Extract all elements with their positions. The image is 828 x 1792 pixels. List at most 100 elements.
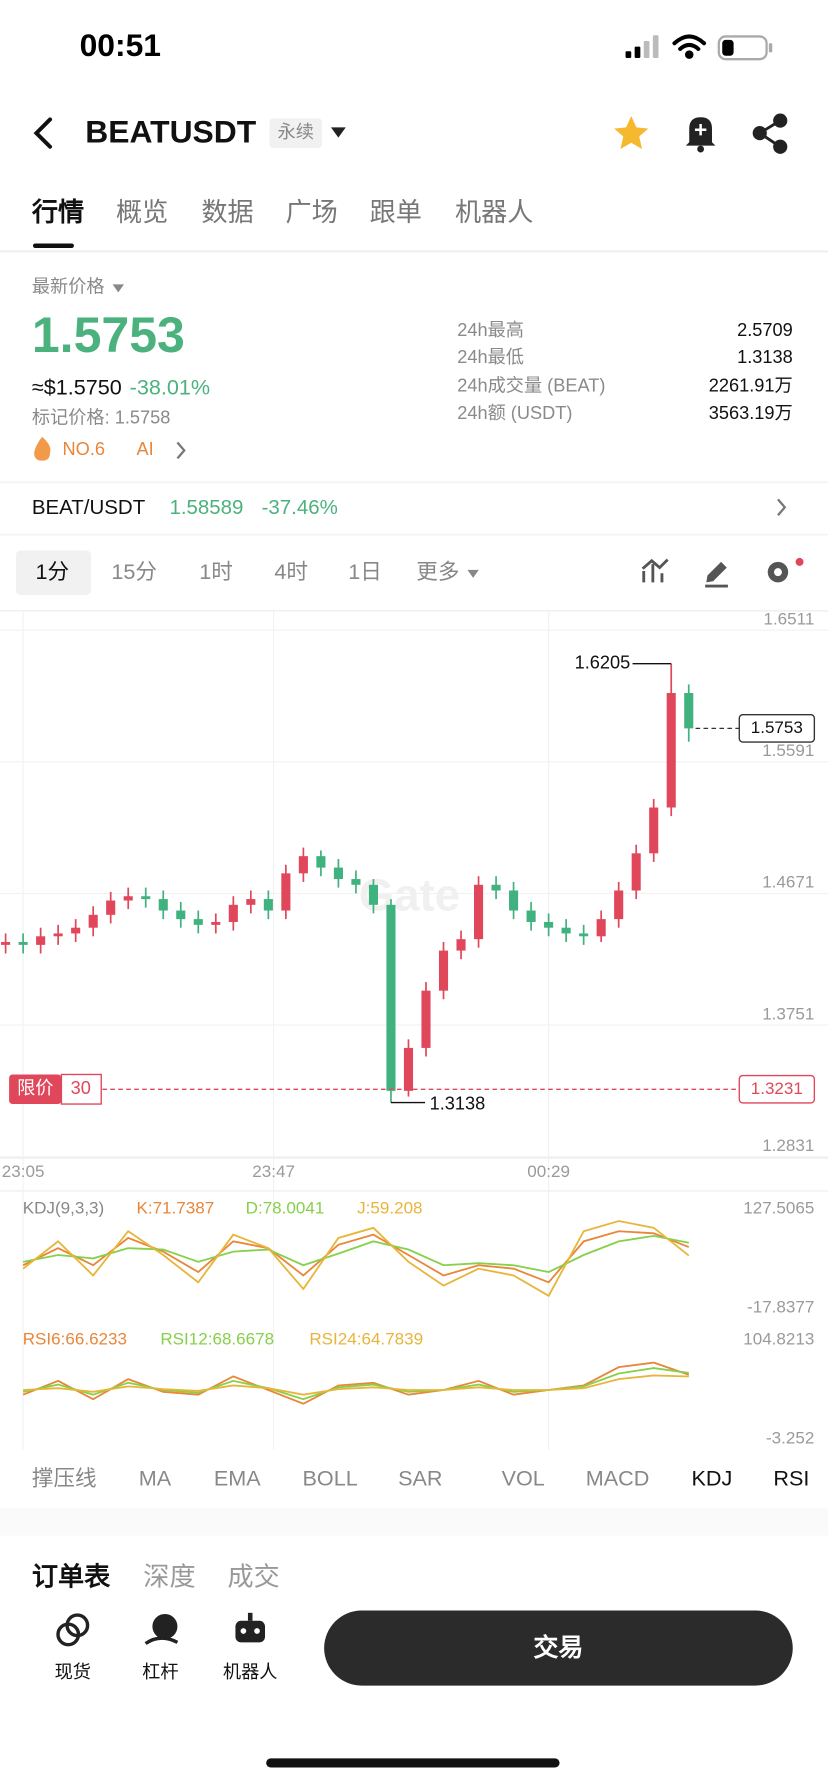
order-tab[interactable]: 订单表 [32, 1562, 111, 1592]
last-price-tag [738, 714, 816, 743]
back-button[interactable] [33, 117, 53, 149]
x-tick-label: 23:05 [2, 1162, 45, 1181]
candle-body [36, 936, 46, 945]
home-indicator [266, 1758, 560, 1768]
spot-icon[interactable] [56, 1613, 90, 1647]
tab[interactable]: 数据 [201, 197, 253, 227]
battery-icon [717, 35, 773, 61]
stat-value: 1.3138 [737, 347, 793, 367]
candle-body [123, 896, 133, 901]
legend-label: D:78.0041 [246, 1199, 325, 1218]
indicator-line [22, 1234, 689, 1274]
y-tick-label: 1.6511 [763, 609, 814, 628]
indicator-title: KDJ(9,3,3) [23, 1199, 104, 1218]
interval-dropdown[interactable] [467, 569, 479, 578]
indicator-tab[interactable]: BOLL [303, 1465, 358, 1490]
y-tick-label: 1.5591 [762, 741, 814, 760]
candle-body [666, 693, 676, 808]
alert-bell[interactable] [685, 117, 716, 153]
y-tick-label: 1.4671 [762, 873, 814, 892]
interval-active-bg [15, 550, 91, 595]
tab[interactable]: 机器人 [455, 197, 533, 227]
interval[interactable]: 1时 [199, 559, 233, 584]
interval[interactable]: 1分 [36, 559, 70, 584]
status-time: 00:51 [80, 27, 161, 63]
y-tick-label: 127.5065 [743, 1199, 814, 1218]
candle-body [246, 899, 256, 905]
interval[interactable]: 更多 [416, 559, 459, 584]
limit-tag [9, 1074, 62, 1105]
nav-label[interactable]: 机器人 [223, 1662, 278, 1682]
rank: NO.6 [63, 439, 105, 459]
favorite-star[interactable] [614, 116, 649, 150]
margin-icon[interactable] [144, 1613, 179, 1645]
legend-label: RSI24:64.7839 [309, 1329, 423, 1348]
indicator-icon[interactable] [641, 558, 669, 583]
candle-body [88, 914, 98, 928]
legend-label: RSI6:66.6233 [23, 1329, 127, 1348]
candle-body [281, 873, 291, 911]
candle-body [211, 921, 221, 925]
candle-body [386, 904, 396, 1091]
order-tab[interactable]: 成交 [227, 1562, 279, 1592]
price-label-dropdown[interactable] [112, 284, 124, 293]
candle-body [403, 1047, 414, 1091]
tab[interactable]: 广场 [285, 197, 337, 227]
candle-body [263, 899, 273, 911]
symbol: BEATUSDT [85, 114, 256, 150]
symbol-dropdown[interactable] [330, 127, 346, 138]
indicator-tab[interactable]: EMA [214, 1465, 261, 1490]
candle-body [596, 919, 606, 937]
y-tick-label: 104.8213 [743, 1329, 814, 1348]
candle-body [71, 927, 81, 934]
candle-body [351, 879, 361, 885]
tab-indicator [32, 243, 74, 248]
candle-body [473, 884, 484, 940]
x-tick-label: 23:47 [252, 1162, 295, 1181]
charts: 23:05 23:47 00:29 1.2831 1.3751 1.4671 1.5591 1… [0, 609, 828, 1451]
indicator-tab[interactable]: MA [139, 1465, 172, 1490]
indicator-line [22, 1220, 690, 1298]
candle-body [368, 884, 378, 905]
tab[interactable]: 行情 [31, 197, 84, 227]
order-tab[interactable]: 深度 [143, 1562, 195, 1592]
nav-label[interactable]: 现货 [55, 1662, 91, 1682]
indicator-tab[interactable]: VOL [502, 1465, 545, 1490]
share-button[interactable] [752, 113, 788, 154]
interval[interactable]: 4时 [274, 559, 308, 584]
candle-body [614, 890, 624, 920]
candle-body [316, 856, 326, 868]
indicator-tab[interactable]: 撑压线 [32, 1465, 97, 1490]
trade-button[interactable] [324, 1610, 793, 1686]
interval[interactable]: 1日 [348, 559, 382, 584]
indicator-tab[interactable]: SAR [398, 1465, 442, 1490]
candle-body [509, 890, 519, 911]
indicator-tab[interactable]: KDJ [692, 1465, 733, 1490]
indicator-tab[interactable]: RSI [773, 1465, 809, 1490]
tag[interactable]: AI [136, 439, 153, 459]
candle-body [491, 884, 501, 891]
limit-qty-box [60, 1073, 102, 1105]
tag-chevron[interactable] [176, 441, 186, 460]
trade-button-label[interactable]: 交易 [533, 1633, 583, 1662]
limit-qty: 30 [71, 1078, 91, 1098]
indicator-line [22, 1367, 689, 1401]
nav-label[interactable]: 杠杆 [142, 1662, 178, 1682]
draw-icon[interactable] [705, 561, 728, 588]
tab[interactable]: 跟单 [370, 197, 422, 227]
spot-pair[interactable]: BEAT/USDT [32, 496, 146, 519]
low-label: 1.3138 [430, 1094, 486, 1114]
usd-price: ≈$1.5750 [32, 375, 122, 400]
settings-icon[interactable] [767, 557, 804, 583]
candle-body [1, 942, 11, 945]
indicator-tab[interactable]: MACD [586, 1465, 650, 1490]
bot-icon[interactable] [235, 1612, 266, 1643]
y-tick-label: 1.2831 [762, 1136, 814, 1155]
tab[interactable]: 概览 [116, 197, 168, 227]
price-change: -38.01% [130, 375, 210, 400]
candle-body [106, 900, 116, 915]
spot-chevron[interactable] [777, 498, 787, 517]
candle-body [158, 899, 168, 911]
interval[interactable]: 15分 [111, 559, 157, 584]
